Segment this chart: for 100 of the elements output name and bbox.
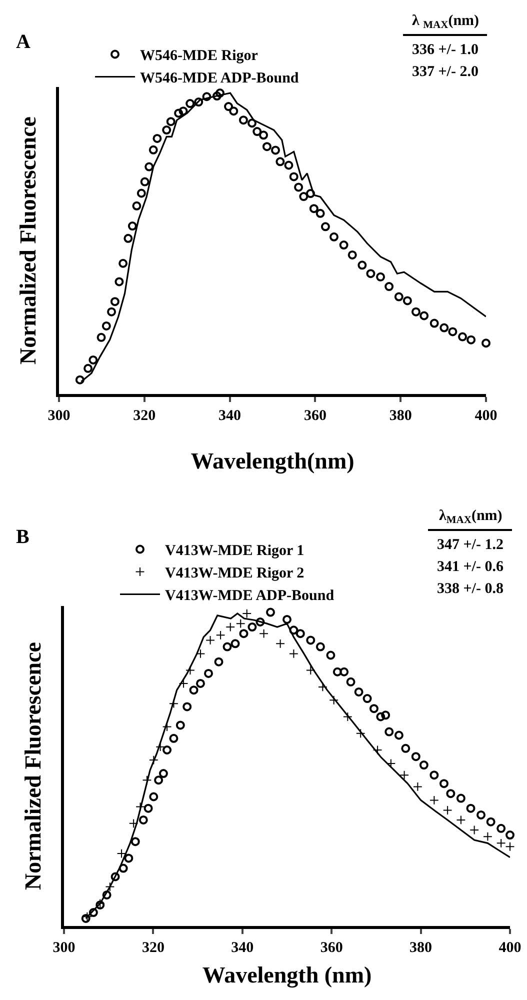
point [340,667,349,676]
point [124,854,134,863]
point [400,770,409,780]
point [496,838,506,848]
chart-title: A [16,31,31,53]
x-tick-label: 360 [304,408,326,424]
point [466,804,476,813]
point [248,118,256,128]
point [358,260,367,270]
legend-label: V413W-MDE Rigor 1 [165,543,304,560]
point [212,92,222,101]
point [128,818,138,828]
point [216,630,226,640]
point [266,608,275,617]
point [136,802,145,812]
point [299,192,308,202]
point [342,712,352,722]
point [196,678,205,688]
text: λ$_{MAX}$(nm) [439,508,502,526]
point [394,730,404,740]
point [110,297,120,306]
point [194,98,204,107]
point [442,806,452,815]
x-tick-label: 340 [231,940,254,956]
point [130,837,140,846]
point [306,189,315,198]
point [144,162,154,172]
text: 338 +/- 0.8 [437,581,504,597]
x-tick-label: 300 [48,408,70,424]
point [116,848,126,858]
point [294,182,304,192]
point [144,804,153,813]
point [439,779,448,788]
legend-label: V413W-MDE Rigor 2 [165,566,304,582]
point [162,722,172,732]
x-tick-label: 320 [142,940,164,956]
point [182,702,192,712]
point [411,307,420,316]
legend-label: V413W-MDE ADP-Bound [165,588,335,604]
point [458,332,468,342]
point [248,622,257,632]
point [309,204,318,214]
point [446,789,456,798]
point [176,720,185,730]
x-tick-label: 300 [52,940,76,956]
point [440,323,449,332]
x-tick-label: 400 [474,408,498,424]
x-tick-label: 380 [410,940,432,956]
point [152,134,162,143]
point [102,890,112,900]
x-tick-label: 380 [389,408,412,424]
x-tick-label: 340 [218,408,242,424]
point [332,667,342,676]
point [381,710,390,720]
point [483,832,492,842]
point [430,770,439,780]
point [394,292,404,302]
point [289,626,298,635]
point [401,744,410,753]
legend-label: W546-MDE ADP-Bound [140,70,300,87]
point [148,755,158,765]
point [346,677,356,686]
point [386,758,396,768]
point [229,106,238,116]
point [430,318,439,328]
point [169,734,178,743]
point [140,177,150,186]
point [75,375,84,384]
point [96,332,106,342]
point [189,686,198,695]
point [154,776,164,785]
point [456,815,466,825]
point [429,796,439,805]
point [329,695,339,705]
point [466,335,476,344]
text: 347 +/- 1.2 [437,537,504,553]
point [136,188,146,198]
point [505,842,515,852]
point [186,666,195,676]
point [496,824,506,833]
point [88,908,98,918]
y-axis-title: Normalized Fluorescence [15,116,40,365]
point [149,792,158,802]
point [138,815,148,824]
point [296,629,305,638]
point [114,277,124,286]
point [215,88,224,98]
point [470,825,480,835]
point [326,650,336,660]
point [118,864,128,873]
point [354,687,364,696]
point [102,321,111,330]
text: 336 +/- 1.0 [412,42,478,58]
point [318,682,328,692]
point [356,728,366,738]
point [276,157,285,166]
point [259,628,269,638]
point [282,614,292,624]
point [369,704,378,714]
point [105,882,115,892]
